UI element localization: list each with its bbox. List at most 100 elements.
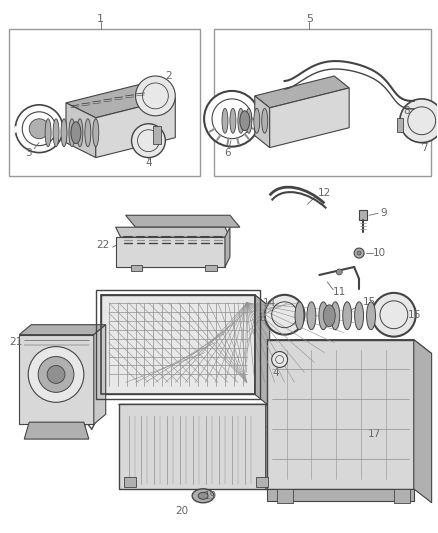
Bar (153, 126, 161, 144)
Text: 18: 18 (265, 426, 278, 436)
Bar (359, 211, 367, 220)
Ellipse shape (343, 302, 352, 330)
Ellipse shape (222, 108, 228, 133)
Polygon shape (255, 295, 270, 406)
Ellipse shape (85, 119, 91, 147)
Bar (124, 477, 135, 487)
Ellipse shape (192, 489, 214, 503)
Circle shape (204, 91, 260, 147)
Text: 20: 20 (176, 506, 189, 516)
Polygon shape (266, 404, 283, 503)
Text: 16: 16 (408, 310, 421, 320)
Ellipse shape (262, 108, 268, 133)
Ellipse shape (240, 111, 250, 131)
Circle shape (28, 346, 84, 402)
Polygon shape (225, 227, 230, 267)
Ellipse shape (246, 108, 252, 133)
Polygon shape (96, 98, 175, 158)
Polygon shape (270, 88, 349, 148)
Circle shape (336, 269, 342, 275)
Text: 6: 6 (225, 148, 231, 158)
Circle shape (400, 99, 438, 143)
Circle shape (47, 366, 65, 383)
Circle shape (38, 357, 74, 392)
Circle shape (372, 293, 416, 337)
Text: 5: 5 (306, 14, 313, 25)
Text: 8: 8 (403, 106, 410, 116)
Ellipse shape (69, 119, 75, 147)
Ellipse shape (93, 119, 99, 147)
Polygon shape (116, 237, 225, 267)
Ellipse shape (323, 305, 335, 327)
Polygon shape (119, 404, 266, 489)
Polygon shape (267, 489, 414, 501)
Circle shape (272, 352, 288, 367)
Text: 20: 20 (69, 422, 82, 432)
Polygon shape (414, 340, 431, 503)
Text: 1: 1 (97, 14, 104, 25)
Ellipse shape (355, 302, 364, 330)
Text: 21: 21 (10, 337, 23, 346)
Circle shape (29, 119, 49, 139)
Polygon shape (66, 103, 96, 158)
Bar (394, 489, 410, 503)
Circle shape (265, 295, 304, 335)
Polygon shape (119, 404, 283, 418)
Ellipse shape (319, 302, 328, 330)
Bar (205, 265, 217, 271)
Text: 11: 11 (332, 287, 346, 297)
Polygon shape (255, 76, 349, 108)
Bar (277, 489, 293, 503)
Ellipse shape (238, 108, 244, 133)
Text: 12: 12 (318, 188, 331, 198)
Text: 13: 13 (258, 313, 271, 323)
Circle shape (357, 251, 361, 255)
Ellipse shape (45, 119, 51, 147)
Circle shape (15, 105, 63, 152)
Ellipse shape (61, 119, 67, 147)
Text: 22: 22 (96, 240, 110, 250)
Circle shape (135, 76, 175, 116)
Text: 19: 19 (203, 491, 217, 501)
Ellipse shape (230, 108, 236, 133)
Polygon shape (126, 215, 240, 227)
Ellipse shape (198, 492, 208, 499)
Bar (256, 477, 268, 487)
Polygon shape (19, 325, 106, 335)
Ellipse shape (331, 302, 340, 330)
Polygon shape (101, 295, 270, 307)
Circle shape (131, 124, 165, 158)
Text: 4: 4 (272, 368, 279, 378)
Text: 4: 4 (145, 158, 152, 167)
Ellipse shape (71, 122, 81, 144)
Ellipse shape (77, 119, 83, 147)
Polygon shape (66, 83, 175, 118)
Polygon shape (101, 295, 255, 394)
Text: 3: 3 (25, 148, 32, 158)
Ellipse shape (295, 302, 304, 330)
Text: 17: 17 (367, 429, 381, 439)
Text: 7: 7 (421, 143, 428, 152)
Ellipse shape (307, 302, 316, 330)
Polygon shape (255, 96, 270, 148)
Polygon shape (24, 422, 89, 439)
Bar (397, 118, 403, 132)
Bar (131, 265, 142, 271)
Ellipse shape (53, 119, 59, 147)
Bar (96, 290, 260, 399)
Polygon shape (19, 335, 94, 424)
Text: 14: 14 (263, 298, 276, 308)
Ellipse shape (254, 108, 260, 133)
Ellipse shape (367, 302, 375, 330)
Polygon shape (267, 340, 431, 353)
Bar (214, 29, 431, 176)
Polygon shape (116, 227, 230, 237)
Circle shape (354, 248, 364, 258)
Polygon shape (94, 325, 106, 424)
Text: 15: 15 (362, 297, 376, 307)
Text: 9: 9 (381, 208, 387, 219)
Bar (9, 29, 200, 176)
Text: 10: 10 (372, 248, 385, 258)
Text: 2: 2 (165, 71, 172, 81)
Polygon shape (267, 340, 414, 489)
